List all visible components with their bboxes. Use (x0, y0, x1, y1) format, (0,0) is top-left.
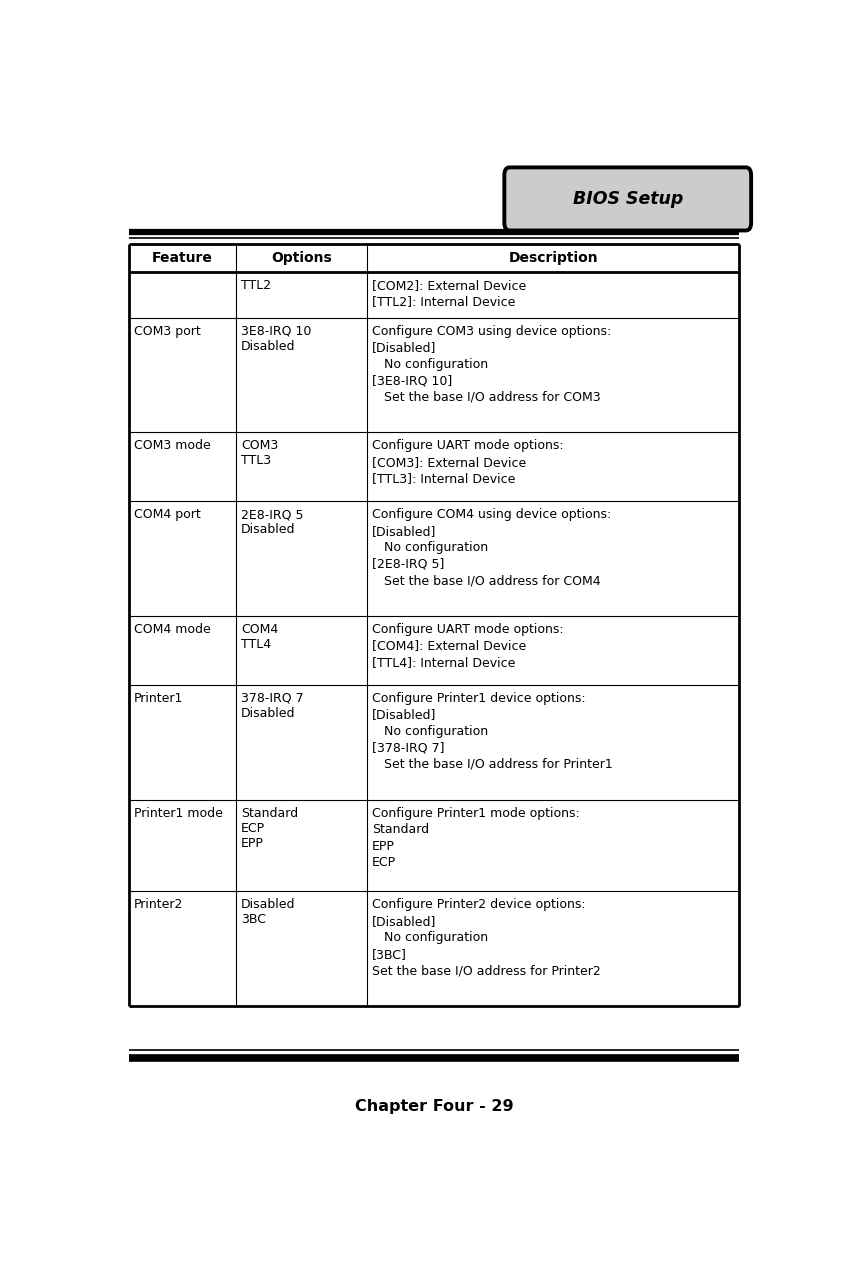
Text: BIOS Setup: BIOS Setup (573, 189, 683, 207)
Text: Configure Printer2 device options:
[Disabled]
   No configuration
[3BC]
Set the : Configure Printer2 device options: [Disa… (372, 899, 601, 978)
Text: Printer2: Printer2 (134, 899, 184, 911)
FancyBboxPatch shape (504, 168, 751, 230)
Text: Configure Printer1 mode options:
Standard
EPP
ECP: Configure Printer1 mode options: Standar… (372, 806, 580, 869)
Text: Configure COM3 using device options:
[Disabled]
   No configuration
[3E8-IRQ 10]: Configure COM3 using device options: [Di… (372, 325, 612, 403)
Text: Feature: Feature (152, 251, 213, 265)
Text: Printer1: Printer1 (134, 691, 184, 705)
Text: Configure UART mode options:
[COM4]: External Device
[TTL4]: Internal Device: Configure UART mode options: [COM4]: Ext… (372, 623, 564, 669)
Text: Standard
ECP
EPP: Standard ECP EPP (241, 806, 298, 850)
Text: Configure Printer1 device options:
[Disabled]
   No configuration
[378-IRQ 7]
  : Configure Printer1 device options: [Disa… (372, 691, 613, 771)
Text: COM3 port: COM3 port (134, 325, 201, 338)
Text: Printer1 mode: Printer1 mode (134, 806, 223, 819)
Text: COM3
TTL3: COM3 TTL3 (241, 439, 278, 467)
Text: COM4
TTL4: COM4 TTL4 (241, 623, 278, 652)
Text: 2E8-IRQ 5
Disabled: 2E8-IRQ 5 Disabled (241, 508, 303, 536)
Text: COM4 mode: COM4 mode (134, 623, 211, 636)
Text: Configure UART mode options:
[COM3]: External Device
[TTL3]: Internal Device: Configure UART mode options: [COM3]: Ext… (372, 439, 564, 485)
Text: 378-IRQ 7
Disabled: 378-IRQ 7 Disabled (241, 691, 303, 719)
Text: 3E8-IRQ 10
Disabled: 3E8-IRQ 10 Disabled (241, 325, 312, 352)
Text: Configure COM4 using device options:
[Disabled]
   No configuration
[2E8-IRQ 5]
: Configure COM4 using device options: [Di… (372, 508, 612, 588)
Text: Chapter Four - 29: Chapter Four - 29 (355, 1100, 513, 1114)
Text: Options: Options (271, 251, 332, 265)
Text: [COM2]: External Device
[TTL2]: Internal Device: [COM2]: External Device [TTL2]: Internal… (372, 279, 527, 308)
Text: Description: Description (508, 251, 598, 265)
Text: Disabled
3BC: Disabled 3BC (241, 899, 296, 927)
Text: COM4 port: COM4 port (134, 508, 201, 521)
Text: TTL2: TTL2 (241, 279, 271, 292)
Text: COM3 mode: COM3 mode (134, 439, 211, 452)
